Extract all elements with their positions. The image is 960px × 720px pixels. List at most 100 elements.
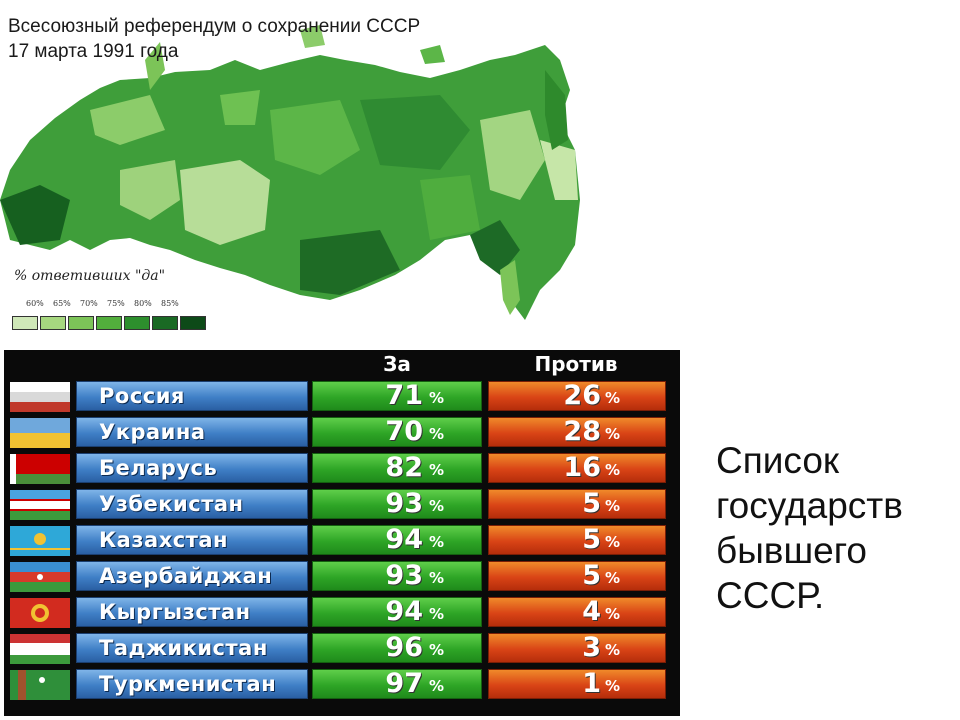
flag-icon <box>10 490 70 520</box>
legend-label: 75% <box>107 299 125 308</box>
flag-icon <box>10 598 70 628</box>
za-value: 96 <box>385 632 423 663</box>
protiv-value: 5 <box>582 560 601 591</box>
map-region-light-4 <box>540 140 578 200</box>
za-cell: 70% <box>312 417 482 447</box>
protiv-value: 3 <box>582 632 601 663</box>
legend-label: 85% <box>161 299 179 308</box>
za-cell: 94% <box>312 525 482 555</box>
table-row: Россия 71% 26% <box>4 380 680 412</box>
table-row: Азербайджан 93% 5% <box>4 560 680 592</box>
percent-sign: % <box>605 425 621 443</box>
percent-sign: % <box>429 461 445 479</box>
za-cell: 96% <box>312 633 482 663</box>
map-region-light-5 <box>90 95 165 145</box>
protiv-value: 26 <box>563 380 601 411</box>
percent-sign: % <box>605 533 621 551</box>
map-region-light-6 <box>220 90 260 125</box>
map-region-mid-2 <box>360 95 470 170</box>
za-cell: 93% <box>312 489 482 519</box>
legend-swatch <box>180 316 206 330</box>
country-name: Узбекистан <box>76 489 308 519</box>
protiv-cell: 3% <box>488 633 666 663</box>
za-value: 93 <box>385 488 423 519</box>
legend-swatch <box>96 316 122 330</box>
percent-sign: % <box>605 461 621 479</box>
za-value: 93 <box>385 560 423 591</box>
referendum-map-panel: Всесоюзный референдум о сохранении СССР … <box>0 0 600 340</box>
protiv-value: 28 <box>563 416 601 447</box>
za-cell: 82% <box>312 453 482 483</box>
caption: Список государств бывшего СССР. <box>716 438 946 618</box>
table-row: Таджикистан 96% 3% <box>4 632 680 664</box>
caption-line: Список <box>716 440 840 481</box>
za-value: 70 <box>385 416 423 447</box>
map-region-light-3 <box>480 110 545 200</box>
percent-sign: % <box>429 569 445 587</box>
country-name: Украина <box>76 417 308 447</box>
country-name: Беларусь <box>76 453 308 483</box>
percent-sign: % <box>429 425 445 443</box>
percent-sign: % <box>605 569 621 587</box>
legend-label: 60% <box>26 299 44 308</box>
map-novaya-zemlya <box>145 42 165 90</box>
header-za: За <box>383 352 411 376</box>
protiv-value: 16 <box>563 452 601 483</box>
legend-label: 70% <box>80 299 98 308</box>
flag-icon <box>10 562 70 592</box>
legend-swatch <box>152 316 178 330</box>
protiv-value: 1 <box>582 668 601 699</box>
country-name: Кыргызстан <box>76 597 308 627</box>
map-kamchatka <box>545 70 568 150</box>
percent-sign: % <box>605 677 621 695</box>
caption-line: государств <box>716 485 903 526</box>
map-region-dark-3 <box>470 220 520 275</box>
country-name: Туркменистан <box>76 669 308 699</box>
flag-icon <box>10 526 70 556</box>
legend-swatch <box>124 316 150 330</box>
table-row: Кыргызстан 94% 4% <box>4 596 680 628</box>
map-region-light-1 <box>180 160 270 245</box>
table-row: Узбекистан 93% 5% <box>4 488 680 520</box>
legend-title: % ответивших "да" <box>14 268 166 284</box>
map-region-mid-1 <box>270 100 360 175</box>
legend-swatches <box>12 316 208 330</box>
map-title-line2: 17 марта 1991 года <box>8 41 179 62</box>
flag-icon <box>10 382 70 412</box>
protiv-value: 4 <box>582 596 601 627</box>
map-title: Всесоюзный референдум о сохранении СССР … <box>8 14 420 64</box>
protiv-cell: 5% <box>488 489 666 519</box>
table-row: Беларусь 82% 16% <box>4 452 680 484</box>
protiv-cell: 26% <box>488 381 666 411</box>
za-value: 82 <box>385 452 423 483</box>
percent-sign: % <box>429 605 445 623</box>
za-cell: 93% <box>312 561 482 591</box>
results-table: За Против Россия 71% 26% Украина 70% 28% Белар… <box>4 350 680 716</box>
za-cell: 97% <box>312 669 482 699</box>
legend-label: 80% <box>134 299 152 308</box>
legend-swatch <box>40 316 66 330</box>
legend-swatch <box>12 316 38 330</box>
protiv-value: 5 <box>582 488 601 519</box>
percent-sign: % <box>605 605 621 623</box>
za-value: 94 <box>385 524 423 555</box>
caption-line: СССР. <box>716 575 825 616</box>
protiv-cell: 28% <box>488 417 666 447</box>
caption-line: бывшего <box>716 530 867 571</box>
map-sakhalin <box>500 260 520 315</box>
country-name: Азербайджан <box>76 561 308 591</box>
map-region-dark-1 <box>0 185 70 245</box>
protiv-cell: 1% <box>488 669 666 699</box>
percent-sign: % <box>429 677 445 695</box>
protiv-cell: 5% <box>488 561 666 591</box>
protiv-value: 5 <box>582 524 601 555</box>
country-name: Казахстан <box>76 525 308 555</box>
country-name: Таджикистан <box>76 633 308 663</box>
map-region-light-2 <box>120 160 180 220</box>
percent-sign: % <box>605 497 621 515</box>
percent-sign: % <box>605 389 621 407</box>
percent-sign: % <box>429 389 445 407</box>
russia-map <box>0 25 580 320</box>
map-region-dark-2 <box>300 230 400 295</box>
legend-label: 65% <box>53 299 71 308</box>
